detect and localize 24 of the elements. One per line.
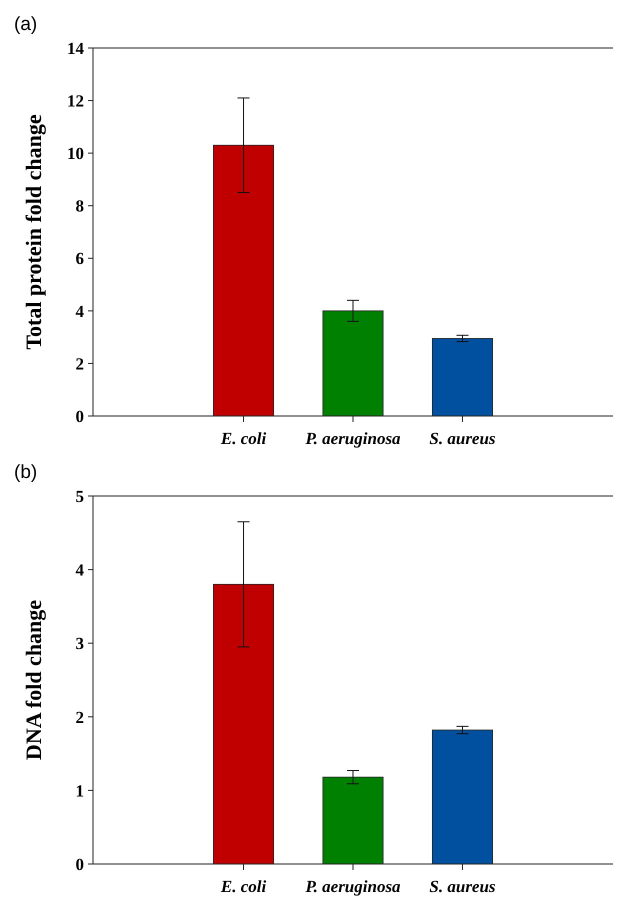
y-tick-label: 4: [76, 560, 84, 580]
y-axis-title: Total protein fold change: [21, 114, 46, 350]
y-tick-label: 2: [76, 708, 84, 727]
y-tick-label: 4: [76, 302, 84, 321]
y-tick-label: 0: [76, 406, 84, 426]
y-axis-title: DNA fold change: [21, 600, 46, 760]
x-tick-label: S. aureus: [429, 429, 496, 448]
text: (a): [14, 14, 38, 35]
y-tick-label: 14: [67, 38, 84, 58]
x-tick-label: E. coli: [220, 877, 266, 896]
y-tick-label: 2: [76, 354, 84, 374]
x-tick-label: E. coli: [220, 429, 266, 448]
x-tick-label: P. aeruginosa: [304, 877, 402, 896]
y-tick-label: 6: [76, 249, 84, 268]
text: (b): [14, 462, 38, 483]
y-tick-label: 0: [76, 854, 84, 874]
y-tick-label: 10: [67, 144, 84, 164]
x-tick-label: S. aureus: [429, 877, 496, 896]
y-tick-label: 12: [67, 92, 84, 111]
y-tick-label: 3: [76, 634, 84, 654]
y-tick-label: 8: [76, 196, 84, 216]
y-tick-label: 5: [76, 486, 84, 506]
x-tick-label: P. aeruginosa: [304, 429, 402, 448]
y-tick-label: 1: [76, 781, 84, 800]
